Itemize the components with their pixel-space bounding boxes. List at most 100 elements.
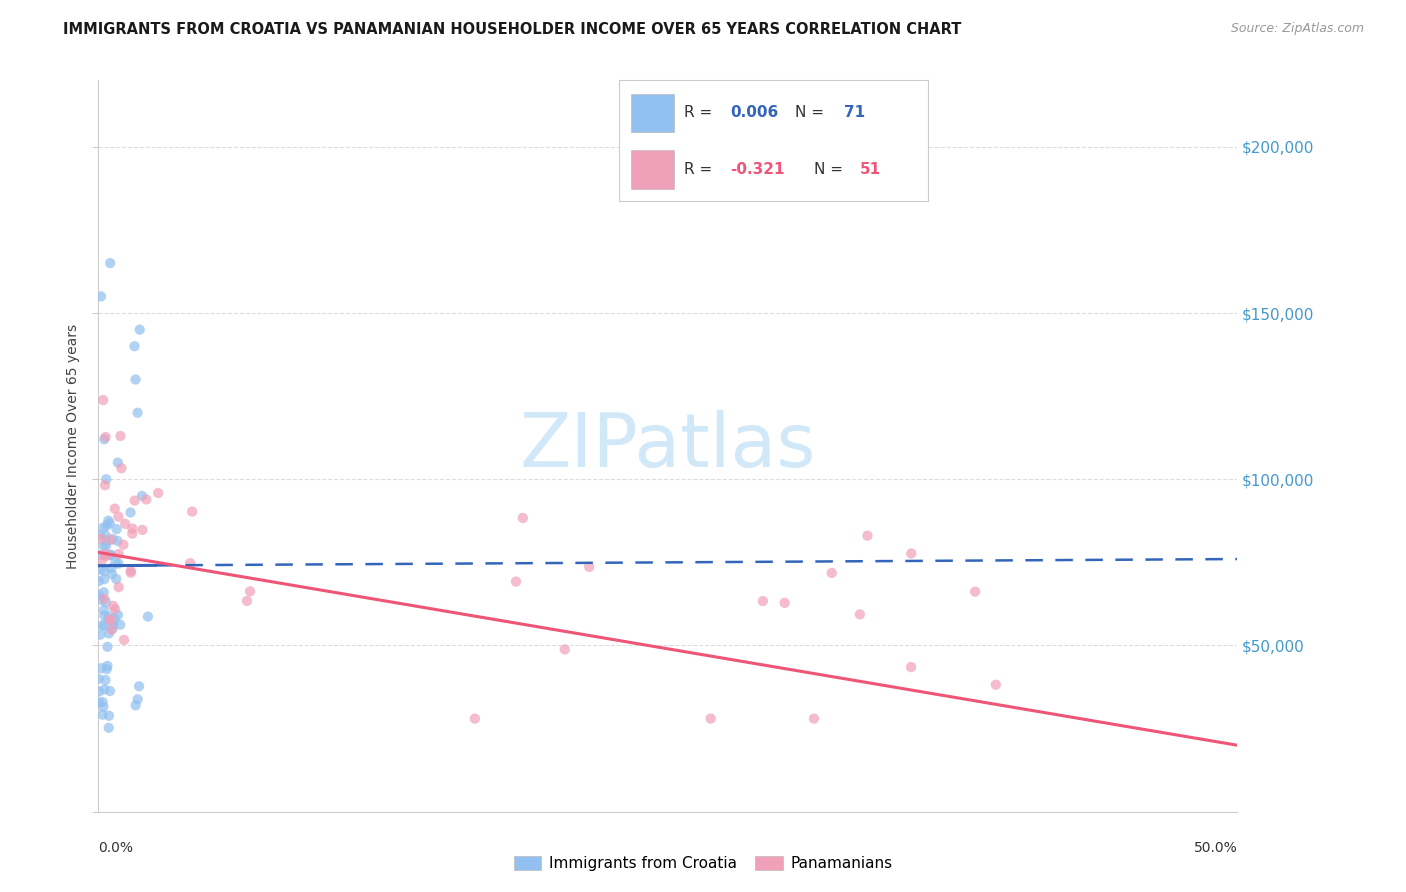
Point: [103, 599, 125, 613]
Point: [512, 511, 534, 525]
Point: [505, 574, 527, 589]
Point: [900, 547, 922, 561]
Point: [821, 566, 844, 580]
Point: [108, 617, 131, 632]
Point: [94, 547, 117, 561]
Point: [89, 696, 111, 710]
Point: [107, 533, 129, 548]
Point: [104, 602, 127, 616]
Text: 50.0%: 50.0%: [1194, 841, 1237, 855]
Text: 0.006: 0.006: [730, 105, 779, 120]
Text: 0.0%: 0.0%: [98, 841, 134, 855]
Point: [101, 566, 124, 581]
Point: [93, 572, 115, 586]
Point: [179, 556, 201, 570]
Point: [97, 613, 120, 627]
Point: [136, 609, 159, 624]
Point: [93, 682, 115, 697]
Point: [110, 429, 132, 443]
Point: [110, 461, 132, 475]
Point: [108, 547, 131, 561]
Point: [100, 613, 122, 627]
Point: [93, 520, 115, 534]
Point: [900, 660, 922, 674]
Point: [124, 339, 146, 353]
Point: [93, 539, 115, 553]
Point: [100, 533, 122, 547]
Point: [752, 594, 775, 608]
Point: [127, 406, 149, 420]
Point: [105, 522, 128, 536]
Point: [93, 565, 115, 579]
Point: [135, 492, 157, 507]
Text: Source: ZipAtlas.com: Source: ZipAtlas.com: [1230, 22, 1364, 36]
Point: [98, 516, 121, 531]
Point: [97, 708, 120, 723]
Point: [90, 548, 112, 562]
Point: [100, 623, 122, 637]
Point: [107, 509, 129, 524]
Point: [90, 592, 112, 607]
Point: [965, 584, 987, 599]
Text: N =: N =: [794, 105, 828, 120]
Point: [112, 538, 135, 552]
Point: [181, 505, 204, 519]
Y-axis label: Householder Income Over 65 years: Householder Income Over 65 years: [66, 324, 80, 568]
Point: [107, 607, 129, 622]
Point: [101, 622, 124, 636]
Point: [98, 256, 121, 270]
Point: [94, 528, 117, 542]
Text: -0.321: -0.321: [730, 161, 785, 177]
Point: [87, 672, 110, 686]
Point: [849, 607, 872, 622]
Point: [96, 662, 118, 676]
Point: [98, 684, 121, 698]
FancyBboxPatch shape: [631, 94, 675, 132]
Point: [121, 526, 143, 541]
Text: N =: N =: [814, 161, 848, 177]
Point: [699, 712, 721, 726]
Text: ZIPatlas: ZIPatlas: [520, 409, 815, 483]
Point: [464, 712, 486, 726]
Point: [120, 564, 142, 578]
Point: [93, 608, 115, 623]
Point: [90, 563, 112, 577]
Point: [554, 642, 576, 657]
Text: 51: 51: [860, 161, 882, 177]
Point: [107, 557, 129, 571]
Point: [93, 585, 115, 599]
Point: [124, 493, 146, 508]
Point: [94, 430, 117, 444]
Point: [91, 707, 114, 722]
Point: [239, 584, 262, 599]
Point: [104, 612, 127, 626]
Point: [94, 539, 117, 553]
FancyBboxPatch shape: [631, 150, 675, 188]
Point: [96, 518, 118, 533]
Point: [96, 472, 118, 486]
Point: [90, 553, 112, 567]
Point: [146, 486, 169, 500]
Point: [128, 323, 150, 337]
Point: [104, 501, 127, 516]
Point: [91, 393, 114, 408]
Point: [120, 566, 142, 580]
Point: [121, 522, 143, 536]
Point: [101, 532, 124, 546]
Point: [93, 591, 115, 606]
Point: [105, 572, 128, 586]
Point: [90, 532, 112, 546]
Point: [94, 533, 117, 548]
Point: [984, 678, 1007, 692]
Text: 71: 71: [845, 105, 866, 120]
Point: [93, 433, 115, 447]
Point: [91, 618, 114, 632]
Point: [124, 372, 146, 386]
Point: [98, 548, 121, 562]
Point: [93, 603, 115, 617]
Point: [89, 528, 111, 542]
Point: [100, 561, 122, 575]
Point: [97, 721, 120, 735]
Point: [578, 559, 600, 574]
Point: [101, 617, 124, 632]
